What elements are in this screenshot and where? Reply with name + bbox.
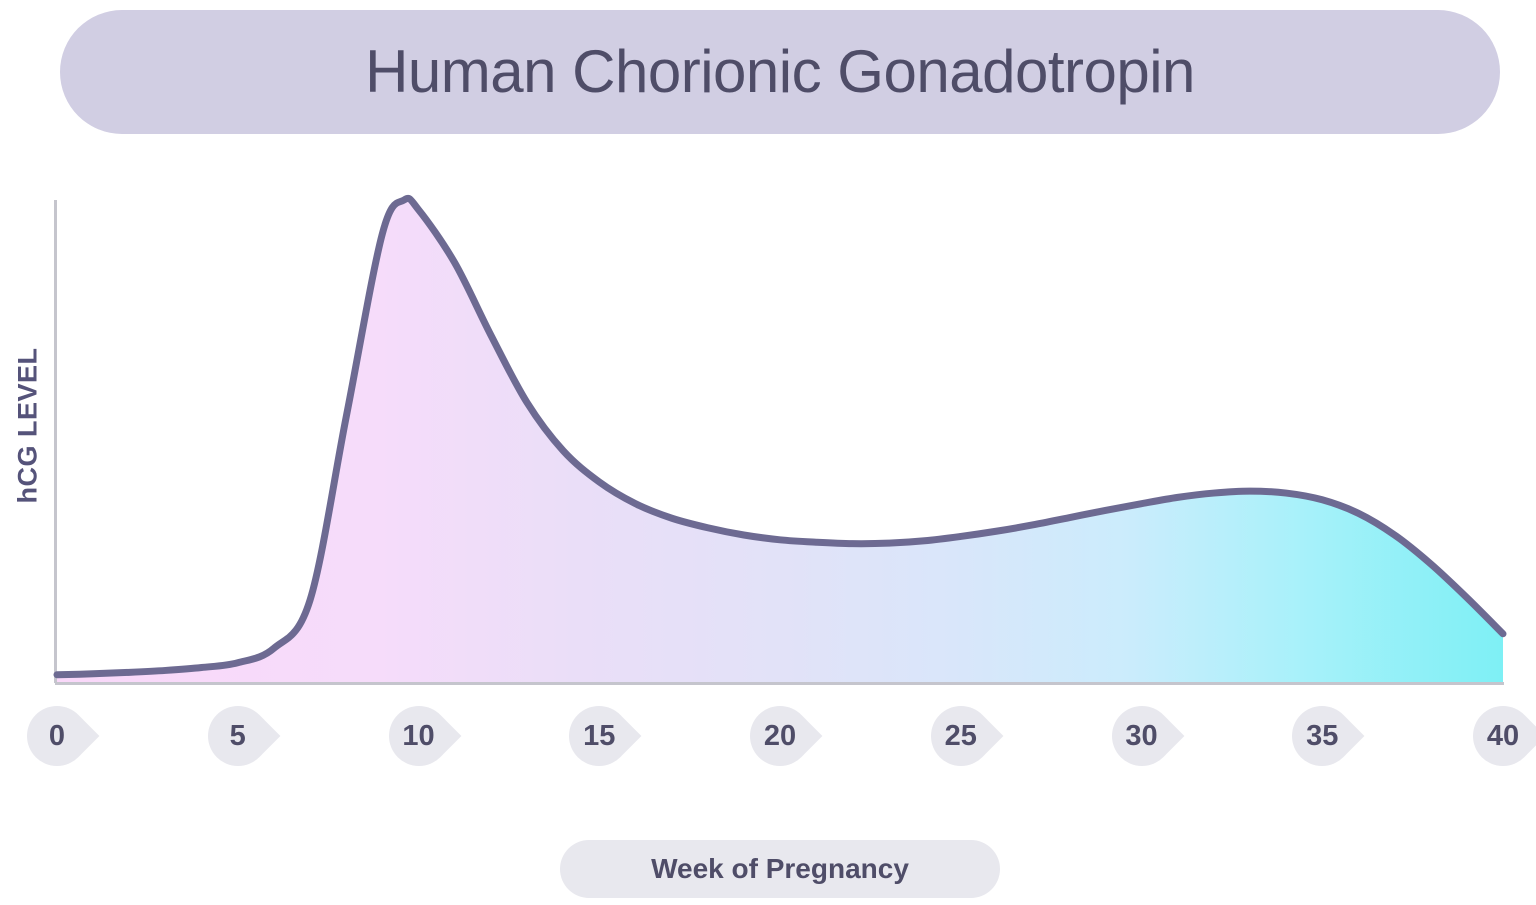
x-axis-tick-15: 15 xyxy=(556,693,642,779)
hcg-curve-line xyxy=(53,194,1507,679)
x-axis-tick-25: 25 xyxy=(918,693,1004,779)
x-axis-tick-20: 20 xyxy=(737,693,823,779)
x-axis-tick-35: 35 xyxy=(1279,693,1365,779)
x-axis-tick-label: 5 xyxy=(229,719,246,752)
x-axis-tick-label: 10 xyxy=(402,719,435,752)
y-axis-label: hCG LEVEL xyxy=(0,310,56,540)
y-axis-label-text: hCG LEVEL xyxy=(12,346,43,504)
chart-title-banner: Human Chorionic Gonadotropin xyxy=(60,10,1500,134)
x-axis-tick-0: 0 xyxy=(14,693,100,779)
x-axis-tick-label: 30 xyxy=(1125,719,1158,752)
page-title: Human Chorionic Gonadotropin xyxy=(365,38,1195,105)
x-axis-tick-5: 5 xyxy=(195,693,281,779)
x-axis-tick-40: 40 xyxy=(1460,693,1536,779)
x-axis-tick-label: 0 xyxy=(48,719,66,752)
x-axis-tick-label: 40 xyxy=(1486,719,1520,752)
x-axis-tick-label: 15 xyxy=(583,719,616,752)
x-axis-title-pill: Week of Pregnancy xyxy=(560,840,1000,898)
x-axis-tick-30: 30 xyxy=(1099,693,1184,779)
x-axis-tick-label: 20 xyxy=(763,719,797,752)
x-axis-tick-label: 35 xyxy=(1306,719,1339,752)
x-axis-label-text: Week of Pregnancy xyxy=(651,853,909,884)
hcg-area-fill xyxy=(57,198,1503,682)
x-axis-tick-label: 25 xyxy=(944,719,977,752)
x-axis-tick-10: 10 xyxy=(376,693,461,779)
